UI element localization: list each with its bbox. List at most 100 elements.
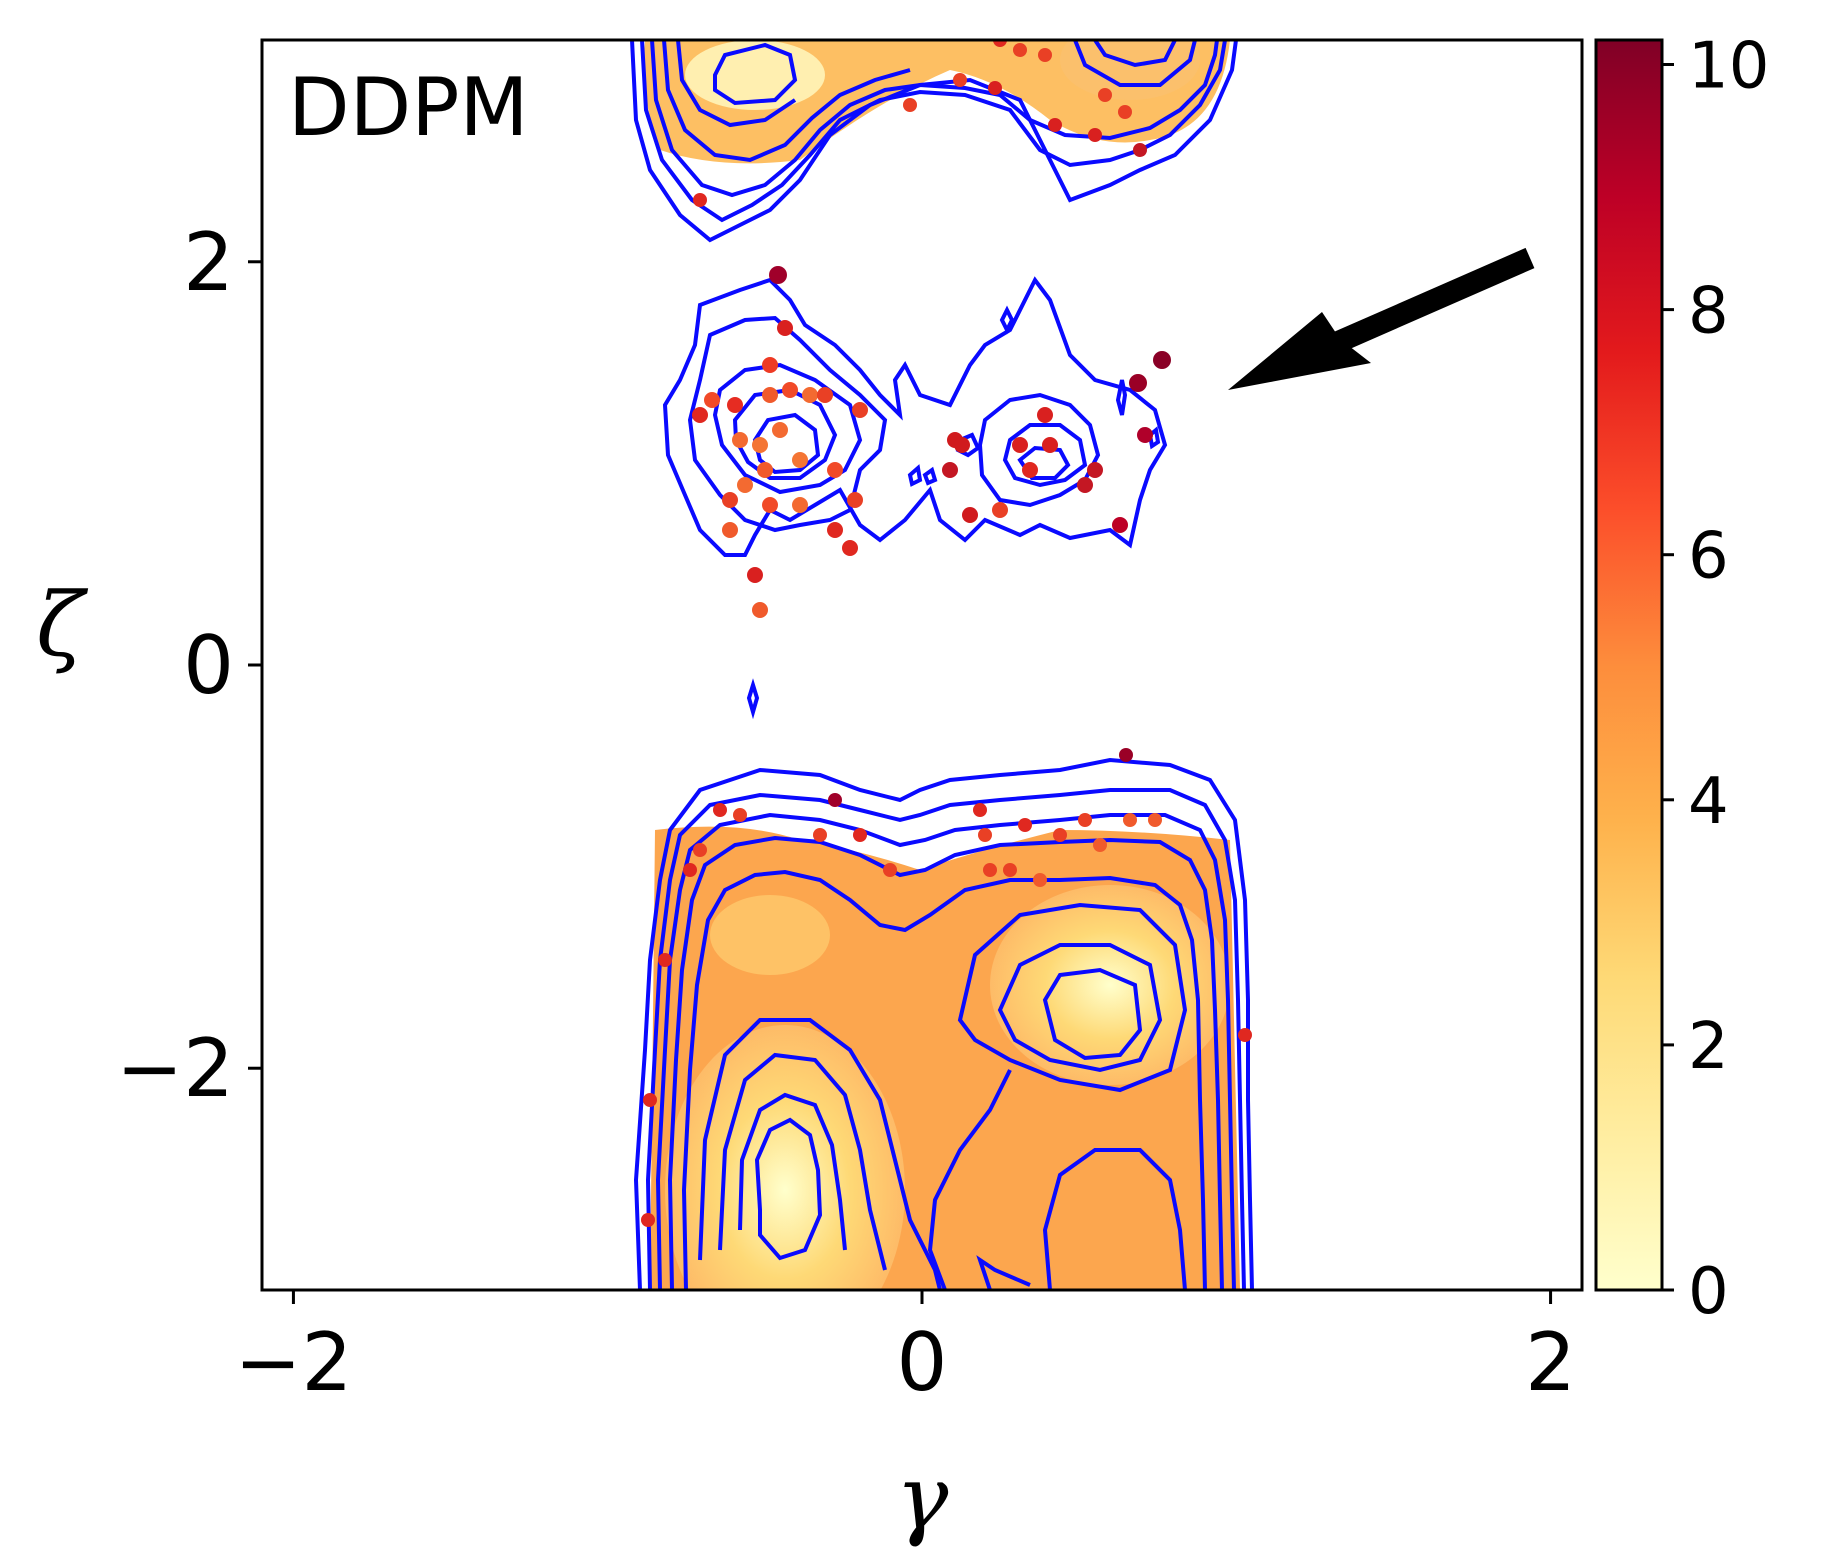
contour [738,1092,847,1251]
scatter-point [693,843,707,857]
contour [1017,445,1071,480]
scatter-point [1153,351,1171,369]
scatter-point [828,793,842,807]
plot-area [630,40,1254,1290]
scatter-point [1022,462,1038,478]
scatter-point [752,437,768,453]
contour [676,40,797,128]
contour [698,1018,942,1290]
scatter-point [782,382,798,398]
x-axis: −2 0 2 [234,1290,1576,1409]
contour [1093,40,1177,68]
scatter-point [992,502,1008,518]
scatter-point [988,81,1002,95]
scatter-point [1033,873,1047,887]
scatter-point [757,462,773,478]
scatter-point [727,397,743,413]
scatter-point [1042,437,1058,453]
scatter-point [772,422,788,438]
contour [907,464,923,487]
scatter-point [1123,813,1137,827]
contour [645,788,1246,1290]
upper-right-minimum-fill [1060,40,1200,100]
colorbar-tick-label: 4 [1688,765,1729,839]
scatter-point [762,497,778,513]
scatter-point [658,953,672,967]
colorbar-ticks: 0 2 4 6 8 10 [1662,30,1769,1329]
scatter-point [1118,105,1132,119]
scatter-point [1013,43,1027,57]
x-tick-label: 2 [1525,1316,1576,1409]
scatter-point [1098,88,1112,102]
y-tick-label: 2 [183,216,234,309]
scatter-point [1112,517,1128,533]
scatter-point [792,452,808,468]
scatter-point [954,437,970,453]
contour [662,276,1168,557]
scatter-point [842,540,858,556]
scatter-point [792,497,808,513]
scatter-point [953,73,967,87]
scatter-point [852,402,868,418]
scatter-point [704,392,720,408]
scatter-point [973,803,987,817]
scatter-point [1038,48,1052,62]
x-tick-label: 0 [897,1316,948,1409]
contour [746,678,760,720]
scatter-point [883,863,897,877]
colorbar-tick-label: 10 [1688,30,1769,104]
contour [1073,40,1197,87]
scatter-point [1077,477,1093,493]
contour [754,1117,823,1261]
contour [650,40,1219,198]
scatter-point [737,477,753,493]
scatter-point [983,863,997,877]
colorbar-gradient [1594,38,1664,1292]
scatter-point [1037,407,1053,423]
lower-right-minimum-fill [990,885,1230,1085]
contour [732,387,838,480]
contour [976,1255,1031,1290]
scatter-point [1078,813,1092,827]
scatter-point [752,602,768,618]
density-fill [644,40,1240,1290]
scatter-point [762,387,778,403]
y-tick-label: −2 [116,1022,234,1115]
scatter-point [1238,1028,1252,1042]
scatter-point [1003,863,1017,877]
colorbar: 0 2 4 6 8 10 [1594,30,1769,1329]
scatter-point [827,462,843,478]
colorbar-tick-label: 8 [1688,275,1729,349]
colorbar-tick-label: 2 [1688,1010,1729,1084]
scatter-point [1018,818,1032,832]
contour [1147,426,1161,450]
scatter-point [993,40,1007,47]
scatter-point [693,193,707,207]
contour-lines [630,40,1254,1290]
scatter-point [1137,427,1153,443]
x-tick-label: −2 [234,1316,352,1409]
scatter-point [722,492,738,508]
colorbar-tick-label: 6 [1688,520,1729,594]
arrow-shaft [1315,247,1535,361]
contour [687,315,888,533]
scatter-point [1119,748,1133,762]
scatter-point [847,492,863,508]
colorbar-tick-label: 0 [1688,1255,1729,1329]
lower-left-minimum-fill [665,1025,905,1290]
scatter-point [683,863,697,877]
scatter-point [722,522,738,538]
scatter-point [1012,437,1028,453]
scatter-point [827,522,843,538]
scatter-point [733,808,747,822]
scatter-point [1053,828,1067,842]
contour [927,1069,1012,1290]
scatter-point [903,98,917,112]
scatter-point [769,266,787,284]
annotation-arrow [1228,247,1535,390]
contour [713,42,798,106]
contour [662,40,911,163]
scatter-point [802,387,818,403]
scatter-point [962,507,978,523]
contour [1042,967,1143,1061]
